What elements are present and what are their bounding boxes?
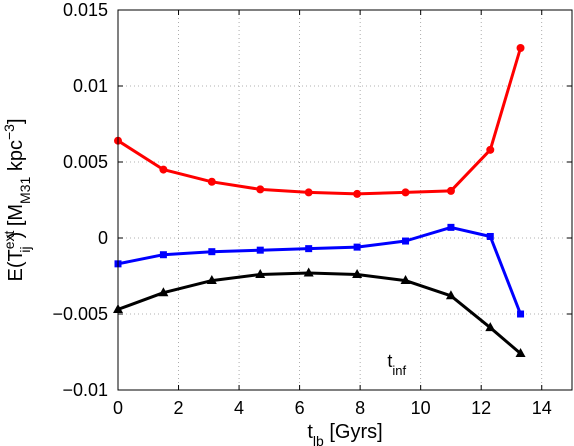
data-point: [255, 268, 266, 278]
data-point: [445, 290, 456, 300]
x-tick-labels: 0 2 4 6 8 10 12 14: [113, 398, 552, 418]
data-point: [159, 251, 167, 259]
data-point: [206, 275, 217, 285]
series-circle: [114, 44, 525, 198]
plot-frame: [117, 9, 573, 391]
y-tick-label: −0.01: [62, 380, 108, 400]
data-point: [208, 248, 216, 256]
series-line: [117, 271, 522, 355]
y-tick-label: 0.005: [63, 152, 108, 172]
y-tick-label: −0.005: [52, 304, 108, 324]
data-point: [402, 237, 410, 245]
series-line: [117, 225, 522, 315]
y-tick-labels: −0.01 −0.005 0 0.005 0.01 0.015: [52, 0, 108, 400]
x-tick-label: 8: [355, 398, 365, 418]
data-point: [256, 246, 264, 254]
data-point: [486, 232, 494, 240]
data-point: [158, 287, 169, 297]
x-tick-label: 6: [295, 398, 305, 418]
data-point: [303, 267, 314, 277]
x-tick-label: 4: [234, 398, 244, 418]
grid: [118, 10, 572, 390]
x-axis-title: tlb [Gyrs]: [307, 421, 382, 446]
data-point: [486, 145, 495, 154]
data-point: [305, 245, 313, 253]
series-triangle: [113, 267, 526, 358]
data-point: [517, 310, 525, 318]
x-tick-label: 2: [174, 398, 184, 418]
data-point: [400, 275, 411, 285]
data-point: [353, 189, 362, 198]
x-tick-label: 14: [532, 398, 552, 418]
y-tick-label: 0: [98, 228, 108, 248]
annotation-t-inf: tinf: [387, 351, 406, 378]
data-point: [485, 322, 496, 332]
data-point: [256, 185, 265, 194]
data-point: [516, 44, 525, 52]
data-point: [515, 348, 526, 358]
data-point: [207, 177, 216, 186]
y-axis-title: E(Textij) [MM31 kpc−3]: [1, 118, 33, 281]
y-tick-label: 0.01: [73, 76, 108, 96]
series-layer: [113, 44, 526, 358]
data-point: [159, 165, 168, 174]
ticks: [117, 9, 572, 391]
x-tick-label: 12: [471, 398, 491, 418]
data-point: [447, 223, 455, 231]
plot-background: [118, 10, 572, 390]
series-line: [117, 47, 522, 196]
y-tick-label: 0.015: [63, 0, 108, 20]
x-tick-label: 10: [411, 398, 431, 418]
data-point: [352, 268, 363, 278]
data-point: [401, 188, 410, 197]
data-point: [304, 188, 313, 197]
data-point: [353, 243, 361, 251]
x-tick-label: 0: [113, 398, 123, 418]
data-point: [446, 186, 455, 195]
